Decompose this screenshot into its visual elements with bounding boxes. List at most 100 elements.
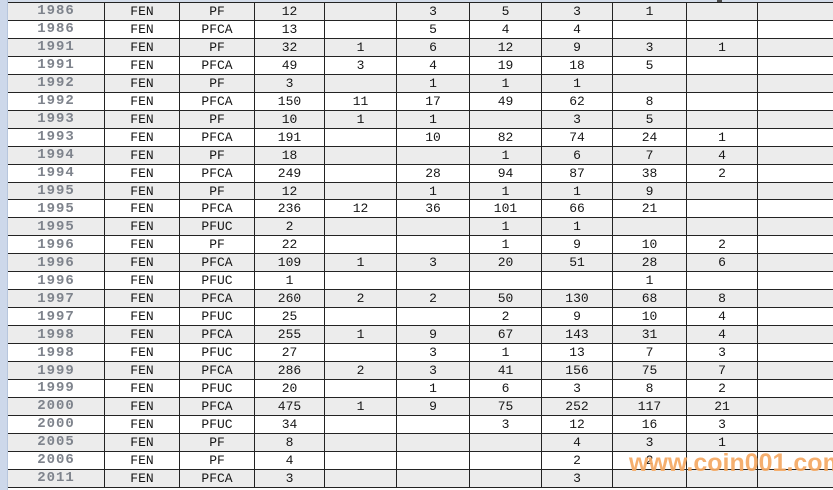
grade-count-cell: 13 xyxy=(542,344,613,362)
grade-count-cell: 3 xyxy=(613,433,687,451)
series-cell: FEN xyxy=(105,326,180,344)
grade-count-cell: 1 xyxy=(325,38,397,56)
grade-count-cell xyxy=(397,433,470,451)
grade-count-cell xyxy=(687,451,758,469)
grade-count-cell: 3 xyxy=(613,38,687,56)
grade-count-cell xyxy=(325,20,397,38)
table-row: 1997 FEN PFUC 25 2 9 10 4 xyxy=(8,308,833,327)
grade-count-cell: 1 xyxy=(397,380,470,397)
series-cell: FEN xyxy=(105,20,180,38)
grade-count-cell xyxy=(325,469,397,487)
total-count-cell: 4 xyxy=(255,451,325,469)
grade-count-cell: 1 xyxy=(613,3,687,20)
grade-count-cell xyxy=(758,129,833,146)
grade-count-cell: 6 xyxy=(542,146,613,164)
grade-count-cell xyxy=(687,56,758,74)
table-row: 1998 FEN PFUC 27 3 1 13 7 3 xyxy=(8,344,833,363)
table-row: 1992 FEN PFCA 150 11 17 49 62 8 xyxy=(8,92,833,111)
grade-count-cell: 2 xyxy=(325,362,397,380)
grade-count-cell: 3 xyxy=(397,344,470,362)
grade-count-cell xyxy=(758,200,833,217)
year-cell: 1997 xyxy=(8,290,105,308)
total-count-cell: 18 xyxy=(255,146,325,164)
grade-count-cell xyxy=(758,57,833,74)
total-count-cell: 249 xyxy=(255,164,325,182)
table-row: 1996 FEN PFUC 1 1 xyxy=(8,272,833,291)
grade-count-cell: 3 xyxy=(542,3,613,20)
grade-cell: PFCA xyxy=(180,164,255,182)
grade-cell: PFUC xyxy=(180,272,255,290)
grade-count-cell: 31 xyxy=(613,326,687,344)
table-row: 2000 FEN PFCA 475 1 9 75 252 117 21 xyxy=(8,397,833,416)
grade-count-cell xyxy=(758,326,833,343)
total-count-cell: 3 xyxy=(255,74,325,92)
year-cell: 1996 xyxy=(8,254,105,272)
series-cell: FEN xyxy=(105,380,180,397)
grade-count-cell: 9 xyxy=(397,397,470,415)
table-row: 1998 FEN PFCA 255 1 9 67 143 31 4 xyxy=(8,326,833,345)
grade-count-cell: 3 xyxy=(542,469,613,487)
grade-count-cell: 9 xyxy=(542,236,613,254)
grade-count-cell: 5 xyxy=(470,3,542,20)
grade-count-cell: 20 xyxy=(470,254,542,272)
grade-count-cell: 5 xyxy=(397,20,470,38)
grade-cell: PF xyxy=(180,451,255,469)
grade-count-cell xyxy=(325,272,397,290)
grade-count-cell xyxy=(325,74,397,92)
total-count-cell: 3 xyxy=(255,469,325,487)
grade-count-cell xyxy=(397,272,470,290)
total-count-cell: 10 xyxy=(255,110,325,128)
grade-count-cell: 4 xyxy=(687,146,758,164)
grade-count-cell xyxy=(758,434,833,451)
grade-count-cell: 4 xyxy=(687,308,758,326)
grade-cell: PFCA xyxy=(180,200,255,218)
grade-count-cell: 2 xyxy=(613,451,687,469)
total-count-cell: 12 xyxy=(255,182,325,200)
year-cell: 1999 xyxy=(8,380,105,397)
grade-count-cell xyxy=(470,110,542,128)
year-cell: 1986 xyxy=(8,3,105,20)
grade-count-cell xyxy=(687,218,758,236)
grade-count-cell xyxy=(470,451,542,469)
grade-count-cell xyxy=(613,469,687,487)
grade-count-cell xyxy=(687,272,758,290)
grade-count-cell xyxy=(325,415,397,433)
grade-count-cell: 1 xyxy=(397,182,470,200)
total-count-cell: 150 xyxy=(255,92,325,110)
grade-count-cell: 130 xyxy=(542,290,613,308)
table-row: 1991 FEN PF 32 1 6 12 9 3 1 xyxy=(8,38,833,57)
grade-count-cell: 21 xyxy=(687,397,758,415)
grade-count-cell: 3 xyxy=(397,362,470,380)
grade-count-cell: 1 xyxy=(325,326,397,344)
grade-count-cell: 21 xyxy=(613,200,687,218)
grade-count-cell: 2 xyxy=(687,164,758,182)
grade-count-cell: 3 xyxy=(687,415,758,433)
series-cell: FEN xyxy=(105,469,180,487)
grade-count-cell: 1 xyxy=(470,344,542,362)
grade-count-cell xyxy=(325,433,397,451)
year-cell: 1994 xyxy=(8,146,105,164)
total-count-cell: 25 xyxy=(255,308,325,326)
grade-count-cell xyxy=(758,344,833,361)
total-count-cell: 13 xyxy=(255,20,325,38)
grade-count-cell xyxy=(758,452,833,469)
grade-count-cell xyxy=(758,254,833,271)
grade-count-cell xyxy=(758,183,833,200)
grade-count-cell: 12 xyxy=(470,38,542,56)
grade-cell: PFCA xyxy=(180,92,255,110)
series-cell: FEN xyxy=(105,308,180,326)
top-row-remnant xyxy=(0,0,833,3)
grade-count-cell xyxy=(758,398,833,415)
total-count-cell: 49 xyxy=(255,56,325,74)
grade-count-cell: 8 xyxy=(613,380,687,397)
grade-count-cell: 1 xyxy=(325,397,397,415)
grade-count-cell: 87 xyxy=(542,164,613,182)
grade-cell: PFCA xyxy=(180,254,255,272)
total-count-cell: 32 xyxy=(255,38,325,56)
grade-count-cell: 50 xyxy=(470,290,542,308)
year-cell: 2000 xyxy=(8,397,105,415)
grade-count-cell: 1 xyxy=(470,236,542,254)
grade-count-cell: 9 xyxy=(613,182,687,200)
year-cell: 1991 xyxy=(8,56,105,74)
table-row: 1999 FEN PFCA 286 2 3 41 156 75 7 xyxy=(8,362,833,381)
